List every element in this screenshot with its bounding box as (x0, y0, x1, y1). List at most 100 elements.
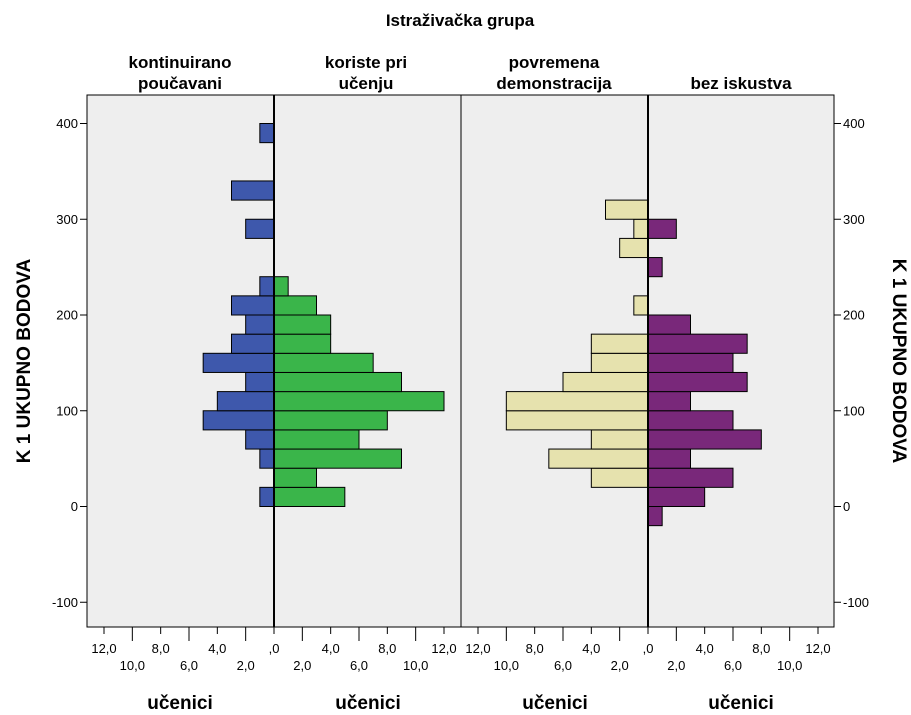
y-tick-label: 400 (843, 116, 865, 131)
bar (647, 506, 663, 527)
bar (590, 467, 649, 488)
bar (647, 333, 748, 354)
x-tick-label: 2,0 (237, 658, 255, 673)
group-label-koriste-pri-ucenju: koriste pri učenju (325, 53, 407, 93)
x-tick-label: 10,0 (777, 658, 802, 673)
x-tick-label: ,0 (269, 641, 280, 656)
bar (245, 429, 275, 450)
bar (273, 371, 402, 393)
y-tick-label: -100 (843, 595, 869, 610)
x-tick-label: 10,0 (494, 658, 519, 673)
bar (619, 237, 649, 259)
y-tick-label: 0 (71, 499, 78, 514)
y-tick-label: 200 (56, 308, 78, 323)
group-label-line: kontinuirano (129, 53, 232, 72)
x-axis-title: učenici (147, 693, 212, 714)
bar (231, 180, 275, 201)
bar (647, 371, 748, 393)
y-tick-label: 300 (843, 212, 865, 227)
bar (647, 391, 691, 412)
bar (647, 218, 677, 239)
bar (231, 295, 275, 316)
x-tick-label: 10,0 (403, 658, 428, 673)
x-tick-label: 8,0 (526, 641, 544, 656)
group-label-line: demonstracija (496, 74, 612, 93)
x-axes: 12,0 8,0 4,0,0 4,0 8,0 12,010,0 6,0 2,0 2,0 6,0 10… (91, 627, 831, 673)
group-label-povremena-demonstracija: povremena demonstracija (496, 53, 612, 93)
bar (273, 448, 402, 469)
bar (245, 218, 275, 239)
bar (647, 486, 706, 508)
bar (590, 352, 649, 373)
x-tick-label: 4,0 (322, 641, 340, 656)
bar (273, 486, 346, 508)
group-label-line: učenju (339, 74, 394, 93)
bar (216, 391, 275, 412)
x-tick-label: 12,0 (465, 641, 490, 656)
bar (590, 333, 649, 354)
group-label-line: koriste pri (325, 53, 407, 72)
x-tick-label: 6,0 (180, 658, 198, 673)
bar (590, 429, 649, 450)
y-tick-label: 100 (843, 403, 865, 418)
x-tick-label: 2,0 (667, 658, 685, 673)
x-tick-label: 4,0 (696, 641, 714, 656)
group-label-line: bez iskustva (690, 74, 792, 93)
bar (548, 448, 649, 469)
x-tick-label: 8,0 (752, 641, 770, 656)
y-tick-label: -100 (52, 595, 78, 610)
y-tick-label: 0 (843, 499, 850, 514)
y-tick-label: 100 (56, 403, 78, 418)
y-tick-label: 400 (56, 116, 78, 131)
y-axes: 400 400 300 300 200 200 100 100 0 0 -100 -100 (52, 116, 869, 610)
x-tick-label: 8,0 (152, 641, 170, 656)
group-label-kontinuirano-poucavani: kontinuirano poučavani (129, 53, 232, 93)
bar (505, 410, 649, 431)
x-tick-label: 2,0 (611, 658, 629, 673)
bar (647, 314, 691, 335)
bar (505, 391, 649, 412)
x-tick-label: 4,0 (582, 641, 600, 656)
group-label-bez-iskustva: bez iskustva (690, 74, 792, 93)
x-tick-label: 6,0 (554, 658, 572, 673)
x-tick-label: 6,0 (350, 658, 368, 673)
bar (259, 123, 275, 144)
y-axis-title-left: K 1 UKUPNO BODOVA (14, 259, 35, 464)
y-tick-label: 200 (843, 308, 865, 323)
bar (202, 410, 275, 431)
bar (633, 218, 649, 239)
x-tick-label: 4,0 (208, 641, 226, 656)
bar (647, 448, 691, 469)
chart-title: Istraživačka grupa (386, 11, 535, 30)
bar (647, 352, 734, 373)
group-label-line: poučavani (138, 74, 222, 93)
bar (259, 276, 275, 297)
x-axis-title: učenici (522, 693, 587, 714)
bar (273, 295, 317, 316)
x-tick-label: 10,0 (120, 658, 145, 673)
bar (647, 257, 663, 278)
bar (245, 371, 275, 393)
bar (633, 295, 649, 316)
bar (273, 333, 332, 354)
bar (231, 333, 275, 354)
group-label-line: povremena (509, 53, 600, 72)
x-tick-label: 12,0 (805, 641, 830, 656)
bar (202, 352, 275, 373)
bar (647, 429, 762, 450)
bar (647, 467, 734, 488)
bar (259, 486, 275, 508)
bar (605, 199, 649, 220)
bar (273, 314, 332, 335)
bars (202, 123, 762, 527)
x-tick-label: 2,0 (293, 658, 311, 673)
x-axis-title: učenici (335, 693, 400, 714)
x-tick-label: 12,0 (431, 641, 456, 656)
y-tick-label: 300 (56, 212, 78, 227)
bar (273, 391, 445, 412)
bar (273, 410, 388, 431)
bar (273, 429, 360, 450)
x-tick-label: 6,0 (724, 658, 742, 673)
bar (273, 467, 317, 488)
